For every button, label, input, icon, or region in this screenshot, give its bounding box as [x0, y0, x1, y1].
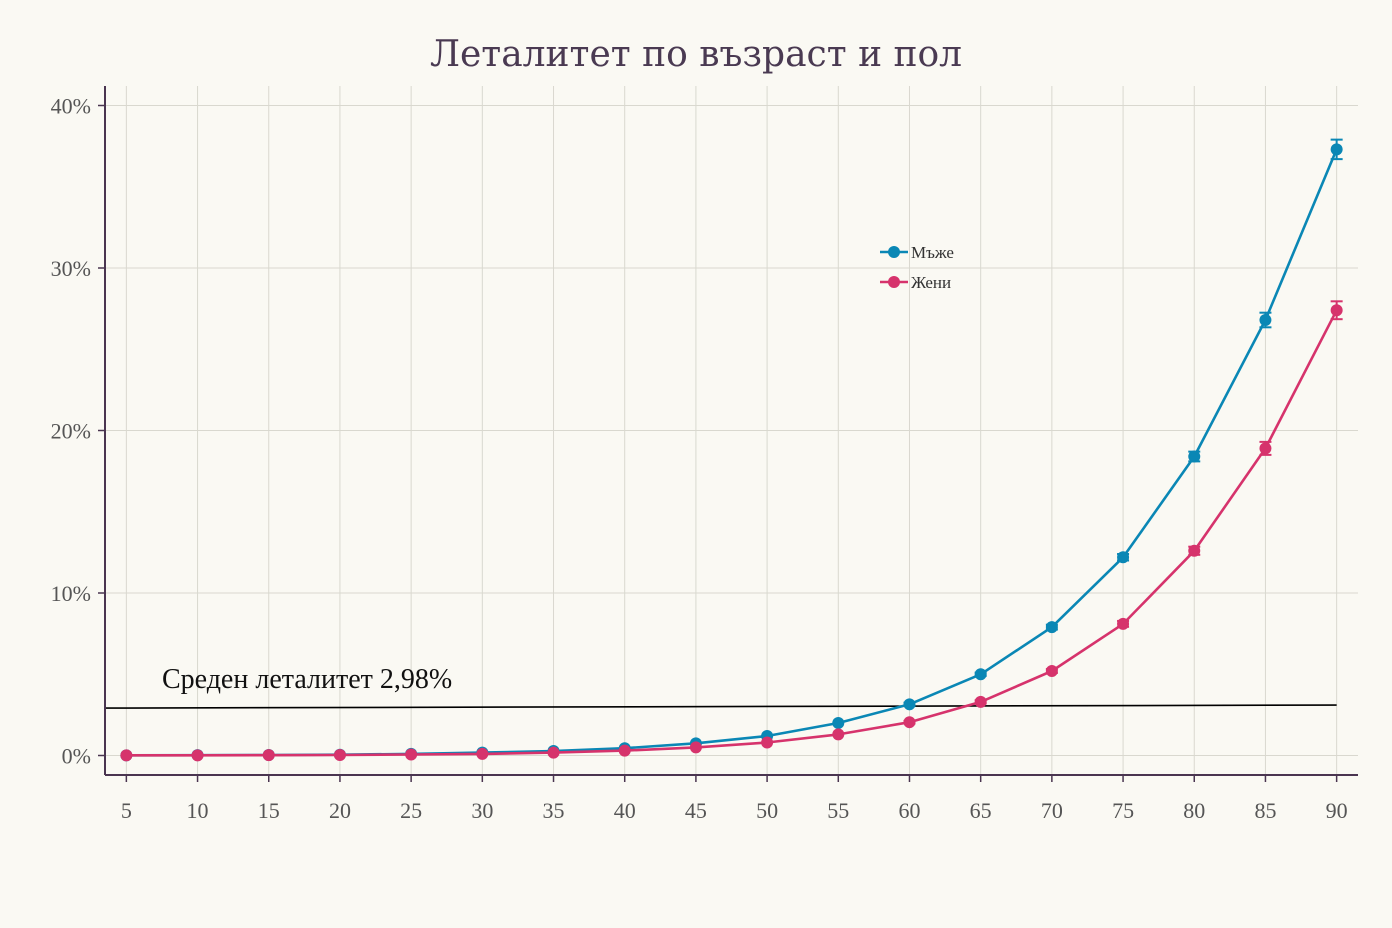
y-tick-label: 20% — [51, 419, 91, 444]
data-point — [903, 698, 916, 711]
data-point — [1330, 143, 1343, 156]
x-tick-label: 20 — [329, 798, 351, 823]
x-tick-label: 25 — [400, 798, 422, 823]
axes: 5 10 15 20 25 30 35 40 45 50 55 60 65 70 75 80 85 90 0% 10%… — [51, 86, 1358, 823]
data-point — [689, 741, 702, 754]
y-tick-label: 40% — [51, 94, 91, 119]
data-point — [1259, 314, 1272, 326]
data-point — [1259, 442, 1272, 455]
series-group — [120, 138, 1343, 762]
average-reference-line — [104, 704, 1337, 709]
x-tick-label: 15 — [258, 798, 280, 823]
data-point — [832, 728, 845, 741]
data-point — [1188, 450, 1201, 463]
data-point — [476, 747, 489, 760]
chart-title: Леталитет по възраст и пол — [430, 34, 962, 75]
data-point — [974, 695, 987, 708]
data-point — [761, 736, 774, 749]
x-tick-label: 70 — [1041, 798, 1063, 823]
data-point — [903, 716, 916, 729]
legend-marker — [888, 246, 900, 258]
x-tick-label: 50 — [756, 798, 778, 823]
legend-label: Мъже — [911, 243, 954, 262]
data-point — [1045, 621, 1058, 634]
data-point — [832, 717, 845, 729]
data-point — [405, 748, 418, 761]
y-tick-label: 0% — [62, 744, 91, 769]
data-point — [1117, 551, 1130, 564]
grid — [105, 86, 1358, 775]
series-line — [126, 309, 1338, 757]
x-tick-label: 40 — [614, 798, 636, 823]
x-tick-label: 5 — [121, 798, 132, 823]
data-point — [547, 746, 560, 759]
legend-marker — [888, 276, 900, 288]
data-point — [262, 749, 275, 762]
x-tick-label: 75 — [1112, 798, 1134, 823]
x-tick-label: 10 — [187, 798, 209, 823]
legend-label: Жени — [911, 273, 951, 292]
x-tick-label: 85 — [1254, 798, 1276, 823]
data-point — [618, 744, 631, 757]
x-tick-label: 35 — [543, 798, 565, 823]
data-point — [1045, 665, 1058, 677]
data-point — [333, 749, 346, 762]
x-tick-label: 45 — [685, 798, 707, 823]
x-tick-label: 80 — [1183, 798, 1205, 823]
data-point — [1188, 544, 1201, 557]
data-point — [120, 749, 133, 762]
x-tick-label: 60 — [898, 798, 920, 823]
x-tick-label: 55 — [827, 798, 849, 823]
average-annotation: Среден леталитет 2,98% — [162, 664, 452, 695]
y-tick-label: 30% — [51, 256, 91, 281]
x-tick-label: 30 — [471, 798, 493, 823]
data-point — [974, 668, 987, 681]
x-tick-label: 65 — [970, 798, 992, 823]
y-tick-label: 10% — [51, 581, 91, 606]
x-tick-label: 90 — [1326, 798, 1348, 823]
data-point — [1330, 304, 1343, 317]
data-point — [191, 749, 204, 762]
legend: Мъже Жени — [880, 243, 954, 292]
series-women — [120, 300, 1343, 762]
data-point — [1117, 617, 1130, 630]
reference-line-group: Среден леталитет 2,98% — [104, 664, 1337, 709]
